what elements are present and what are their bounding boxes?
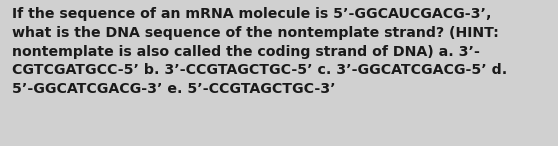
Text: If the sequence of an mRNA molecule is 5’-GGCAUCGACG-3’,
what is the DNA sequenc: If the sequence of an mRNA molecule is 5… [12,7,508,96]
